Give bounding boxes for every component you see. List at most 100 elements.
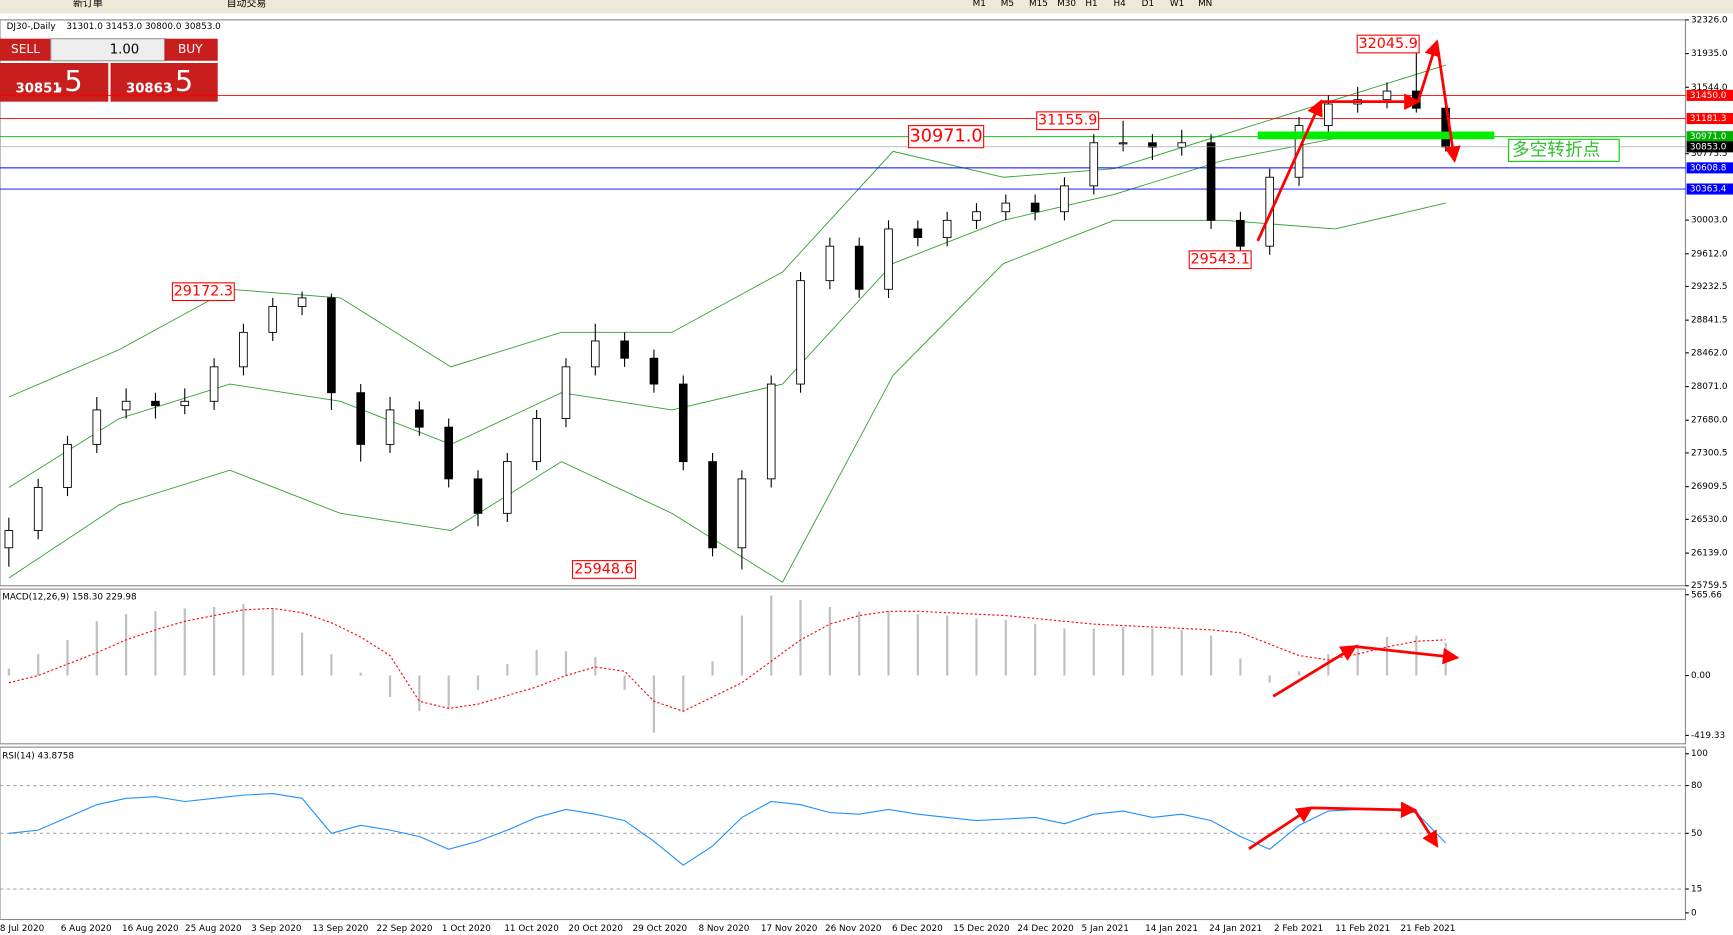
timeframe[interactable]: D1 (1142, 0, 1154, 9)
lots: 1.00 (110, 43, 140, 58)
macd-bar (1268, 675, 1271, 683)
macd-bar (125, 614, 128, 676)
candle-body (121, 400, 131, 411)
date-label: 21 Feb 2021 (1400, 924, 1455, 934)
ohlc: 31301.0 31453.0 30800.0 30853.0 (66, 22, 221, 32)
macd-bar (212, 606, 216, 676)
candle-body (737, 478, 747, 549)
candle-body (4, 530, 14, 549)
y-tick-label: 31935.0 (1691, 49, 1728, 59)
lots-box[interactable] (50, 38, 166, 62)
y-tick-label: 25759.5 (1691, 581, 1728, 591)
rsi-tick-label: 15 (1691, 885, 1702, 895)
date-label: 5 Jan 2021 (1082, 924, 1129, 934)
macd-bar (1180, 629, 1183, 676)
macd-signal (8, 607, 1446, 712)
candle-body (239, 331, 248, 368)
candle-body (942, 219, 952, 239)
macd-bar (330, 654, 333, 676)
macd-tick-label: 565.66 (1691, 590, 1722, 600)
date-label: 17 Nov 2020 (761, 924, 818, 934)
timeframe[interactable]: M1 (973, 0, 986, 9)
note-box (1508, 138, 1620, 162)
macd-bar (359, 672, 362, 676)
annotation: 29172.3 (174, 284, 233, 300)
candle-body (532, 418, 541, 463)
candle-body (1206, 142, 1216, 221)
macd-bar (154, 611, 157, 676)
timeframe[interactable]: M30 (1057, 0, 1076, 9)
date-label: 8 Nov 2020 (698, 924, 749, 934)
new-order[interactable]: 新订单 (73, 0, 103, 9)
date-label: 13 Sep 2020 (312, 924, 368, 934)
macd-bar (799, 599, 802, 676)
buy-label: BUY (178, 42, 203, 56)
candle-body (63, 443, 72, 488)
sell-price-main: 30851 (15, 81, 61, 96)
macd-bar (1444, 642, 1447, 676)
annotation-box (571, 560, 637, 579)
rsi-label: RSI(14) 43.8758 (2, 751, 74, 761)
macd-bar (535, 649, 538, 676)
candle-body (473, 478, 483, 514)
timeframe[interactable]: M15 (1029, 0, 1048, 9)
macd-bar (1063, 628, 1066, 676)
buy-button[interactable] (164, 38, 218, 61)
y-tick-label: 30003.0 (1691, 216, 1728, 226)
annotation: 32045.9 (1358, 36, 1417, 52)
candle-body (1382, 90, 1392, 101)
date-label: 20 Oct 2020 (568, 924, 623, 934)
annotation: 29543.1 (1190, 252, 1249, 268)
macd-bar (1209, 635, 1213, 676)
annotation: 30971.0 (910, 127, 983, 147)
date-label: 16 Aug 2020 (122, 924, 179, 934)
macd-bar (1415, 635, 1418, 676)
annotation-box (1036, 111, 1100, 131)
candle-body (590, 340, 600, 368)
date-label: 6 Aug 2020 (61, 924, 112, 934)
macd-bar (916, 614, 919, 676)
bollinger-middle (8, 138, 1446, 488)
price-level-tag (1686, 183, 1733, 195)
timeframe[interactable]: H4 (1114, 0, 1127, 9)
y-tick-label: 26530.0 (1691, 515, 1728, 525)
macd-bar (946, 615, 949, 676)
symbol: DJ30-,Daily (7, 22, 56, 32)
y-tick-label: 28841.5 (1691, 316, 1728, 326)
candle-body (561, 366, 571, 419)
macd-bar (476, 675, 480, 690)
date-label: 6 Dec 2020 (892, 924, 943, 934)
candle-body (1118, 142, 1128, 145)
current-price-label: 30853.0 (1690, 142, 1727, 152)
bollinger-lower (8, 202, 1446, 583)
auto-trading[interactable]: 自动交易 (227, 0, 267, 9)
candle-body (385, 409, 395, 445)
macd-bar (1297, 671, 1301, 676)
candle-body (649, 357, 659, 385)
date-label: 8 Jul 2020 (0, 924, 45, 934)
macd-bar (682, 675, 685, 712)
timeframe[interactable]: H1 (1085, 0, 1097, 9)
sell-button[interactable] (0, 38, 51, 61)
candle-body (33, 487, 43, 532)
macd-bar (66, 639, 69, 676)
macd-bar (1356, 644, 1359, 676)
date-label: 1 Oct 2020 (442, 924, 491, 934)
macd-arrow (1354, 645, 1460, 665)
timeframe[interactable]: W1 (1170, 0, 1184, 9)
candle-body (327, 297, 336, 394)
price-level-label: 30363.4 (1690, 185, 1727, 195)
macd-bar (975, 618, 978, 676)
candle-body (503, 461, 512, 514)
timeframe[interactable]: MN (1198, 0, 1212, 9)
y-tick-label: 32326.0 (1691, 15, 1728, 25)
rsi-tick-label: 100 (1691, 749, 1708, 759)
macd-tick-label: 0.00 (1691, 671, 1711, 681)
candle-body (1324, 103, 1333, 126)
macd-bar (1004, 619, 1007, 676)
timeframe[interactable]: M5 (1001, 0, 1014, 9)
candle-body (796, 280, 805, 385)
date-label: 26 Nov 2020 (825, 924, 882, 934)
